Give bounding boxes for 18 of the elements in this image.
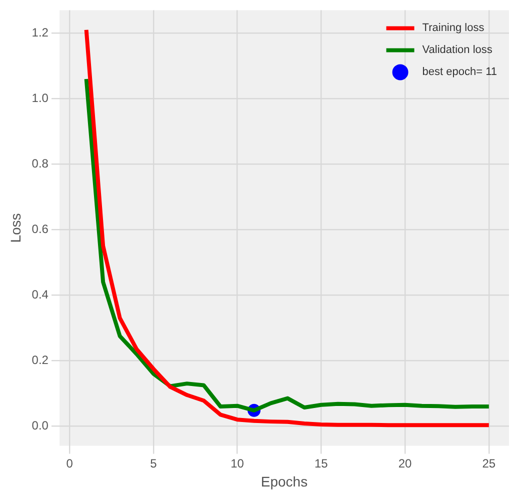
x-tick-label: 0 [66, 456, 74, 470]
x-tick-label: 5 [150, 456, 158, 470]
y-tick-label: 1.0 [32, 90, 49, 105]
x-tick-label: 20 [398, 456, 412, 470]
legend-label: Training loss [422, 22, 485, 34]
x-tick-label: 15 [314, 456, 328, 470]
y-tick-label: 0.6 [32, 222, 49, 236]
y-tick-label: 0.2 [32, 352, 49, 367]
x-tick-label: 10 [230, 456, 244, 470]
y-tick-label: 0.8 [32, 156, 49, 170]
legend-label: Validation loss [422, 44, 493, 56]
y-tick-label: 1.2 [32, 25, 49, 40]
y-tick-label: 0.0 [32, 418, 49, 432]
y-tick-label: 0.4 [32, 287, 49, 302]
y-axis-title: Loss [7, 213, 24, 243]
x-tick-label: 25 [482, 456, 496, 470]
legend-label: best epoch= 11 [422, 66, 497, 78]
x-axis-title: Epochs [260, 473, 308, 490]
